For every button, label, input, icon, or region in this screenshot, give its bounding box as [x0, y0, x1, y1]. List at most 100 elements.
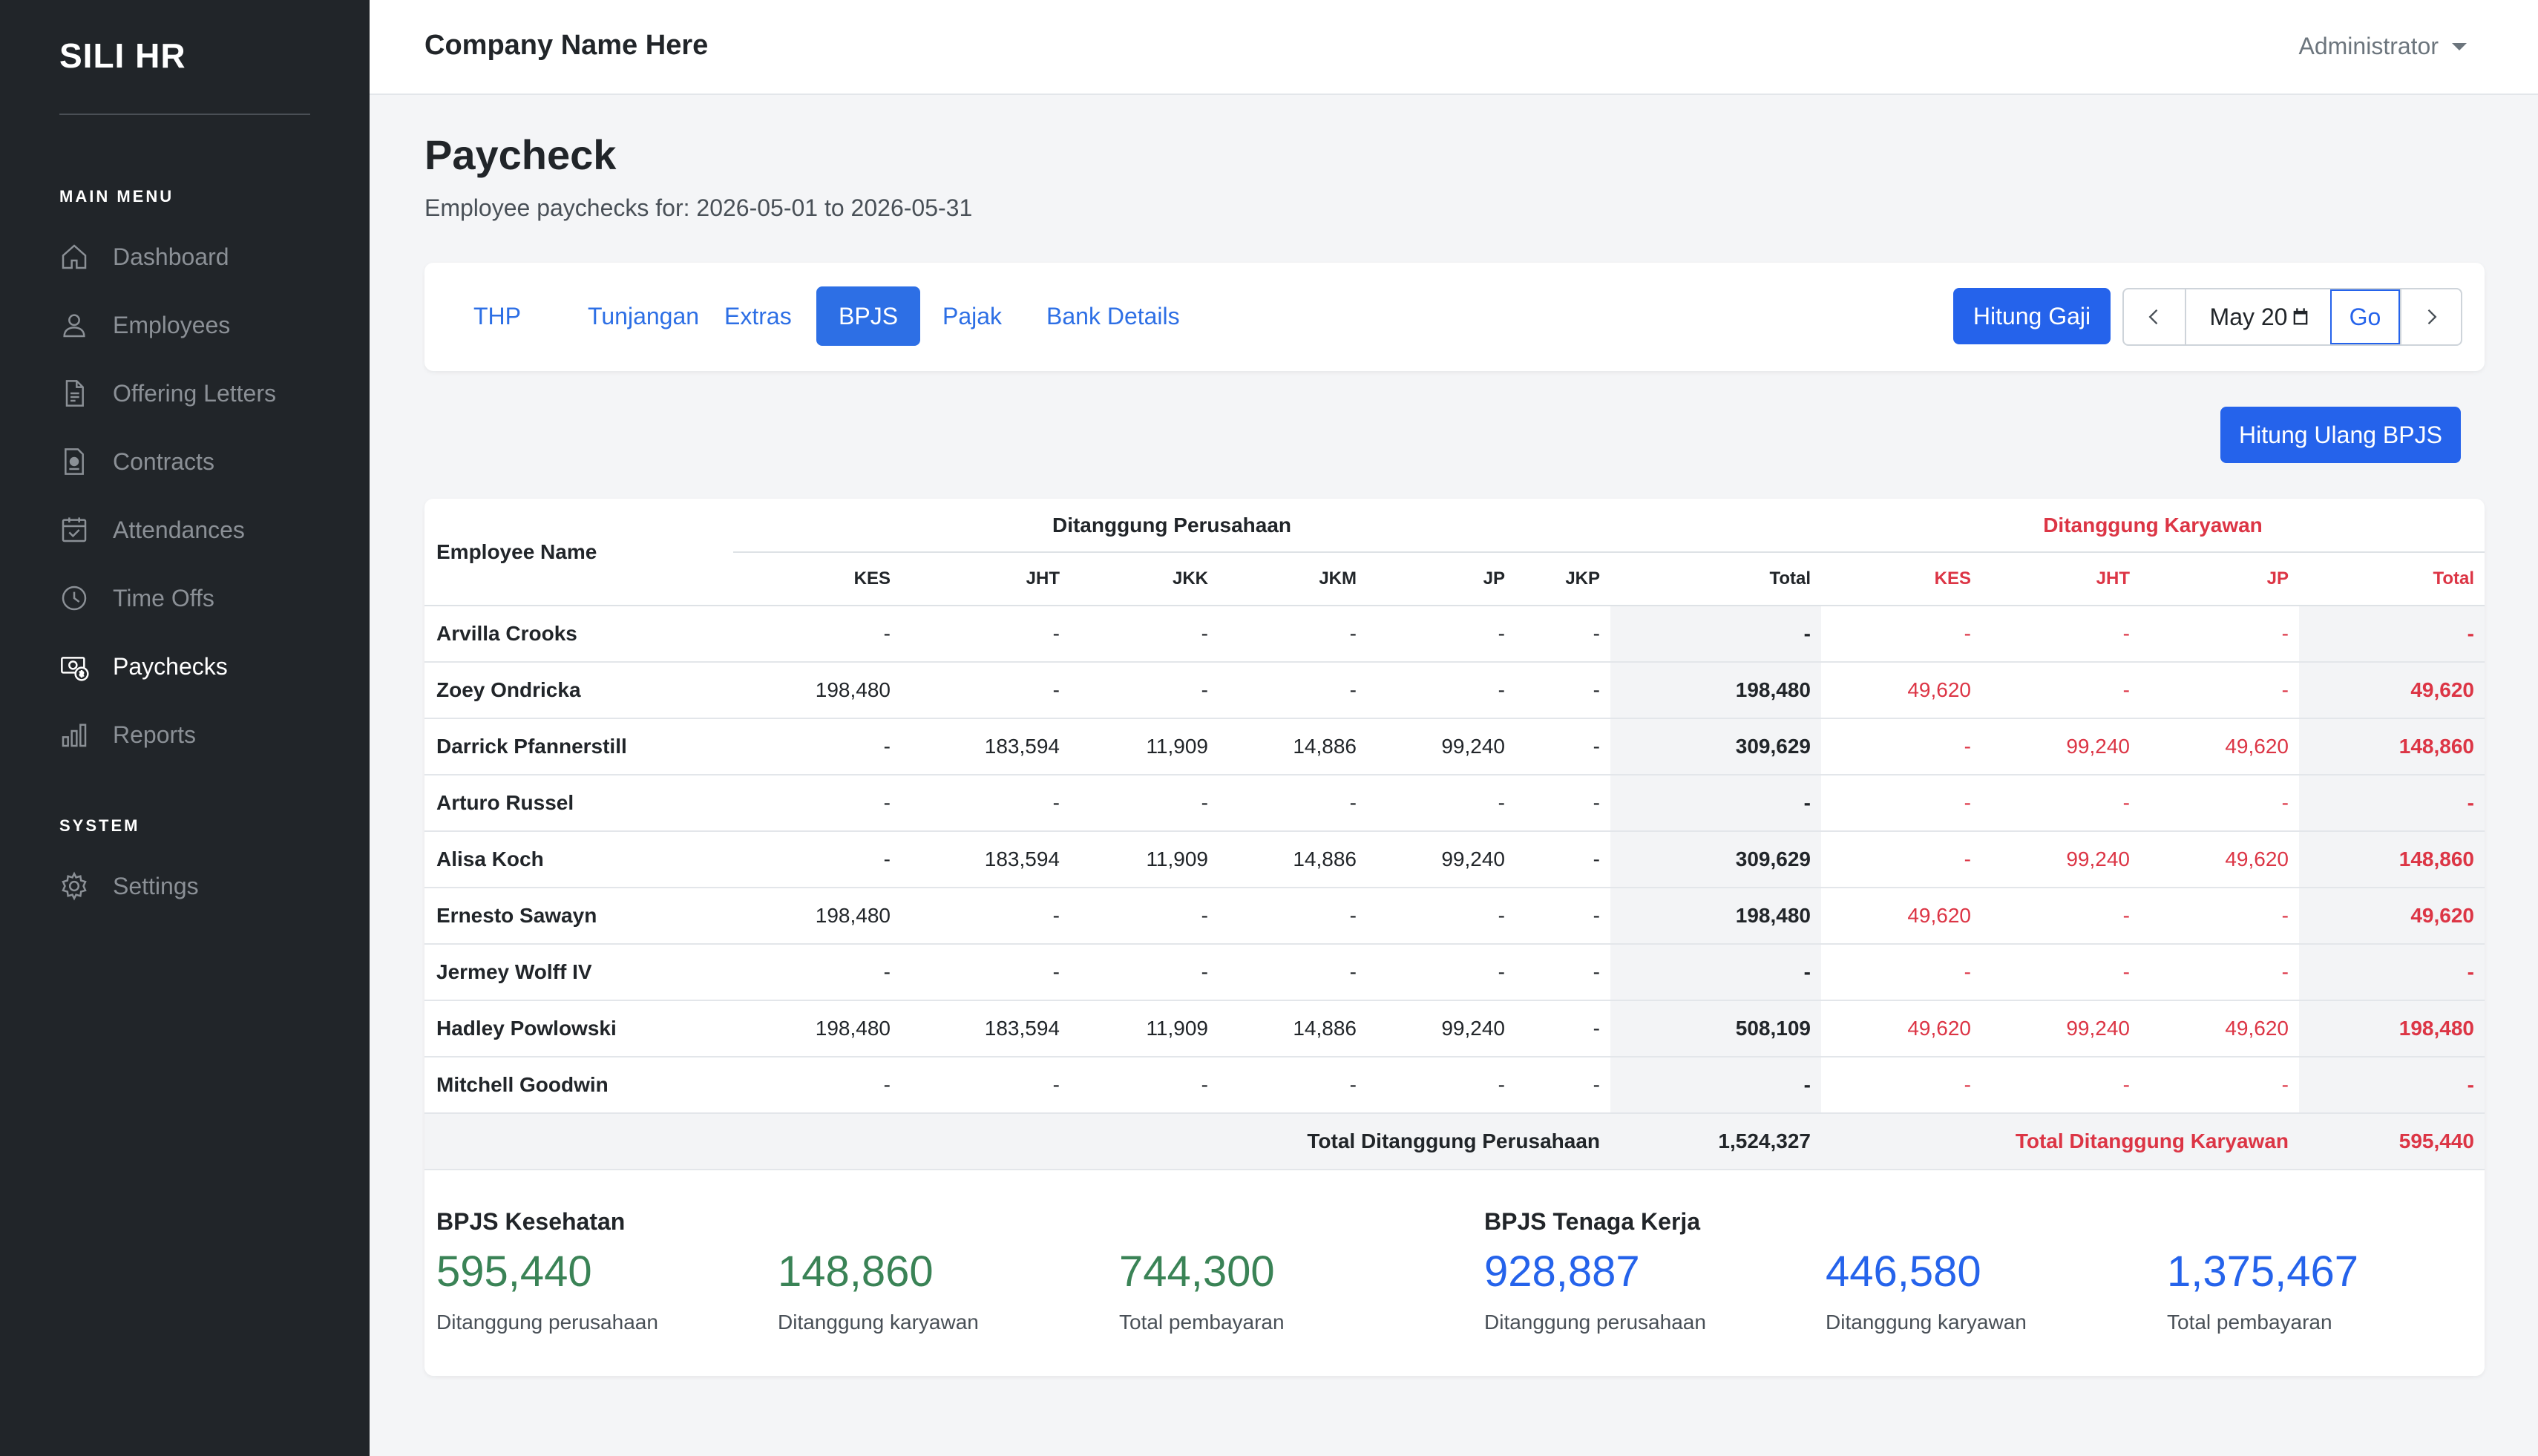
table-row[interactable]: Jermey Wolff IV - - - - - - - - - - - [424, 944, 2485, 1001]
company-amount-cell: - [1070, 662, 1219, 719]
col-jp[interactable]: JP [1367, 552, 1515, 606]
totals-row: Total Ditanggung Perusahaan 1,524,327 To… [424, 1113, 2485, 1170]
company-amount-cell: 11,909 [1070, 1000, 1219, 1057]
sidebar-item-label: Settings [113, 872, 199, 899]
col-emp-total[interactable]: Total [2299, 552, 2485, 606]
sidebar-item-time-offs[interactable]: Time Offs [59, 576, 214, 620]
company-amount-cell: - [1515, 944, 1610, 1001]
tab-bpjs[interactable]: BPJS [816, 286, 921, 346]
table-row[interactable]: Arvilla Crooks - - - - - - - - - - - [424, 606, 2485, 663]
company-amount-cell: - [1367, 662, 1515, 719]
employee-amount-cell: - [1821, 1057, 1981, 1114]
sidebar-item-label: Employees [113, 311, 231, 338]
user-menu-dropdown[interactable]: Administrator [2299, 33, 2467, 60]
chevron-right-icon [2427, 309, 2437, 325]
month-input[interactable]: May 20 [2185, 289, 2330, 344]
month-picker-group: May 20 Go [2122, 288, 2462, 346]
company-amount-cell: 99,240 [1367, 1000, 1515, 1057]
col-emp-jht[interactable]: JHT [1981, 552, 2140, 606]
system-heading: SYSTEM [59, 816, 140, 835]
tk-total-value: 1,375,467 [2167, 1247, 2359, 1296]
col-company-total[interactable]: Total [1610, 552, 1821, 606]
file-icon [65, 380, 84, 407]
col-jkm[interactable]: JKM [1219, 552, 1367, 606]
employee-amount-cell: 99,240 [1981, 718, 2140, 775]
sidebar-item-dashboard[interactable]: Dashboard [59, 235, 229, 279]
company-amount-cell: 99,240 [1367, 718, 1515, 775]
col-emp-kes[interactable]: KES [1821, 552, 1981, 606]
company-total-cell: 309,629 [1610, 831, 1821, 888]
sidebar-item-reports[interactable]: Reports [59, 712, 196, 757]
col-jht[interactable]: JHT [901, 552, 1070, 606]
bpjs-tenaga-kerja-title: BPJS Tenaga Kerja [1484, 1208, 1701, 1235]
employee-name-cell: Hadley Powlowski [424, 1000, 733, 1057]
table-row[interactable]: Arturo Russel - - - - - - - - - - - [424, 775, 2485, 832]
employee-amount-cell: - [2140, 944, 2299, 1001]
sidebar-item-offering-letters[interactable]: Offering Letters [59, 371, 276, 416]
tk-perusahaan-label: Ditanggung perusahaan [1484, 1311, 1706, 1334]
table-row[interactable]: Ernesto Sawayn 198,480- - - - -198,480 49,620-… [424, 888, 2485, 945]
sidebar-item-label: Reports [113, 721, 197, 748]
tabs-toolbar-card: THP Tunjangan Extras BPJS Pajak Bank Det… [424, 263, 2485, 371]
col-jkp[interactable]: JKP [1515, 552, 1610, 606]
tab-pajak[interactable]: Pajak [942, 302, 1003, 329]
sidebar-item-label: Contracts [113, 447, 214, 475]
company-total-cell: - [1610, 944, 1821, 1001]
employee-name-cell: Arvilla Crooks [424, 606, 733, 663]
home-icon [62, 244, 87, 269]
hitung-gaji-button[interactable]: Hitung Gaji [1953, 288, 2111, 344]
employee-name-cell: Darrick Pfannerstill [424, 718, 733, 775]
table-row[interactable]: Mitchell Goodwin - - - - - - - - - - - [424, 1057, 2485, 1114]
company-amount-cell: - [1219, 1057, 1367, 1114]
tk-perusahaan-value: 928,887 [1484, 1247, 1640, 1296]
tab-bank-details[interactable]: Bank Details [1046, 302, 1180, 329]
employee-name-cell: Zoey Ondricka [424, 662, 733, 719]
sidebar-item-contracts[interactable]: Contracts [59, 439, 214, 484]
kes-total-value: 744,300 [1119, 1247, 1275, 1296]
company-amount-cell: 11,909 [1070, 718, 1219, 775]
bpjs-table: Employee Name Ditanggung Perusahaan Dita… [424, 499, 2485, 1170]
table-body: Arvilla Crooks - - - - - - - - - - - Zoey Ondricka 19… [424, 606, 2485, 1114]
employee-amount-cell: - [2140, 662, 2299, 719]
employee-amount-cell: - [1981, 1057, 2140, 1114]
company-amount-cell: - [733, 831, 901, 888]
company-total-label: Total Ditanggung Perusahaan [424, 1113, 1610, 1170]
employee-name-header[interactable]: Employee Name [424, 499, 733, 606]
bar-chart-icon [62, 724, 87, 747]
tab-extras[interactable]: Extras [724, 302, 792, 329]
employee-total-value: 595,440 [2299, 1113, 2485, 1170]
company-amount-cell: - [1219, 775, 1367, 832]
company-amount-cell: - [1515, 1000, 1610, 1057]
sidebar-item-paychecks[interactable]: Paychecks [59, 644, 228, 689]
go-button[interactable]: Go [2330, 289, 2400, 344]
company-amount-cell: - [1515, 831, 1610, 888]
company-amount-cell: - [733, 1057, 901, 1114]
company-amount-cell: - [1070, 1057, 1219, 1114]
sidebar-item-settings[interactable]: Settings [59, 864, 199, 908]
employee-amount-cell: - [1821, 831, 1981, 888]
brand-logo[interactable]: SILI HR [59, 36, 186, 75]
sidebar-divider [59, 114, 310, 115]
hitung-ulang-bpjs-button[interactable]: Hitung Ulang BPJS [2220, 407, 2461, 463]
sidebar-item-label: Offering Letters [113, 379, 276, 407]
table-row[interactable]: Alisa Koch -183,594 11,909 14,886 99,240-309… [424, 831, 2485, 888]
sidebar-item-employees[interactable]: Employees [59, 303, 230, 347]
col-kes[interactable]: KES [733, 552, 901, 606]
tab-thp[interactable]: THP [473, 302, 521, 329]
table-row[interactable]: Darrick Pfannerstill -183,594 11,909 14,886… [424, 718, 2485, 775]
previous-month-button[interactable] [2124, 289, 2185, 344]
col-emp-jp[interactable]: JP [2140, 552, 2299, 606]
sidebar-item-attendances[interactable]: Attendances [59, 508, 245, 552]
tk-karyawan-label: Ditanggung karyawan [1826, 1311, 2027, 1334]
page-title: Paycheck [424, 131, 617, 178]
company-amount-cell: 14,886 [1219, 718, 1367, 775]
company-total-cell: 508,109 [1610, 1000, 1821, 1057]
kes-karyawan-label: Ditanggung karyawan [778, 1311, 979, 1334]
clock-icon [62, 586, 87, 611]
col-jkk[interactable]: JKK [1070, 552, 1219, 606]
employee-total-cell: - [2299, 944, 2485, 1001]
table-row[interactable]: Zoey Ondricka 198,480- - - - -198,480 49,620- -… [424, 662, 2485, 719]
next-month-button[interactable] [2400, 289, 2461, 344]
table-row[interactable]: Hadley Powlowski 198,480 183,594 11,909 14,8… [424, 1000, 2485, 1057]
tab-tunjangan[interactable]: Tunjangan [588, 302, 700, 329]
